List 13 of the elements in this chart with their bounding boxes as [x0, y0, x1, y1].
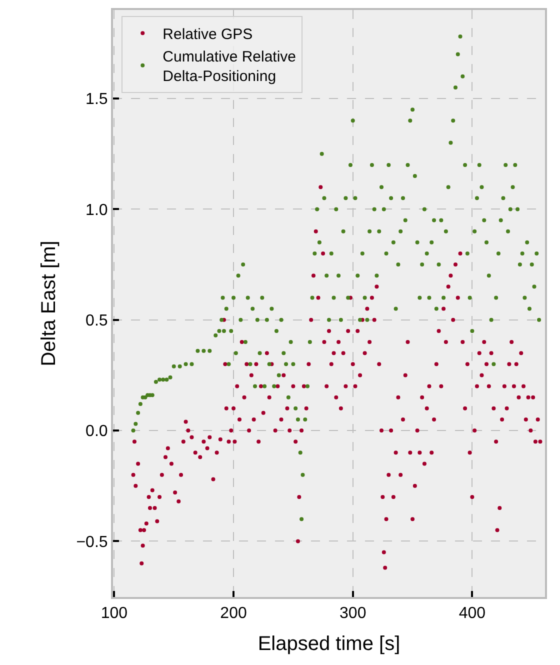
x-tick-label: 400 [458, 605, 486, 622]
legend-label: Relative GPS [162, 26, 253, 43]
legend-label: Cumulative Relative Delta-Positioning [162, 48, 296, 85]
y-tick-label: 0.0 [86, 423, 108, 440]
x-tick-label: 200 [220, 605, 247, 622]
y-tick-label: 1.5 [86, 91, 108, 108]
x-tick-label: 300 [340, 605, 366, 622]
y-axis-title: Delta East [m] [38, 240, 60, 366]
x-tick-label: 100 [100, 605, 128, 622]
y-tick-label: −0.5 [76, 534, 108, 551]
y-tick-label: 0.5 [86, 312, 108, 330]
x-axis-title: Elapsed time [s] [258, 633, 400, 656]
y-tick-label: 1.0 [86, 202, 108, 219]
